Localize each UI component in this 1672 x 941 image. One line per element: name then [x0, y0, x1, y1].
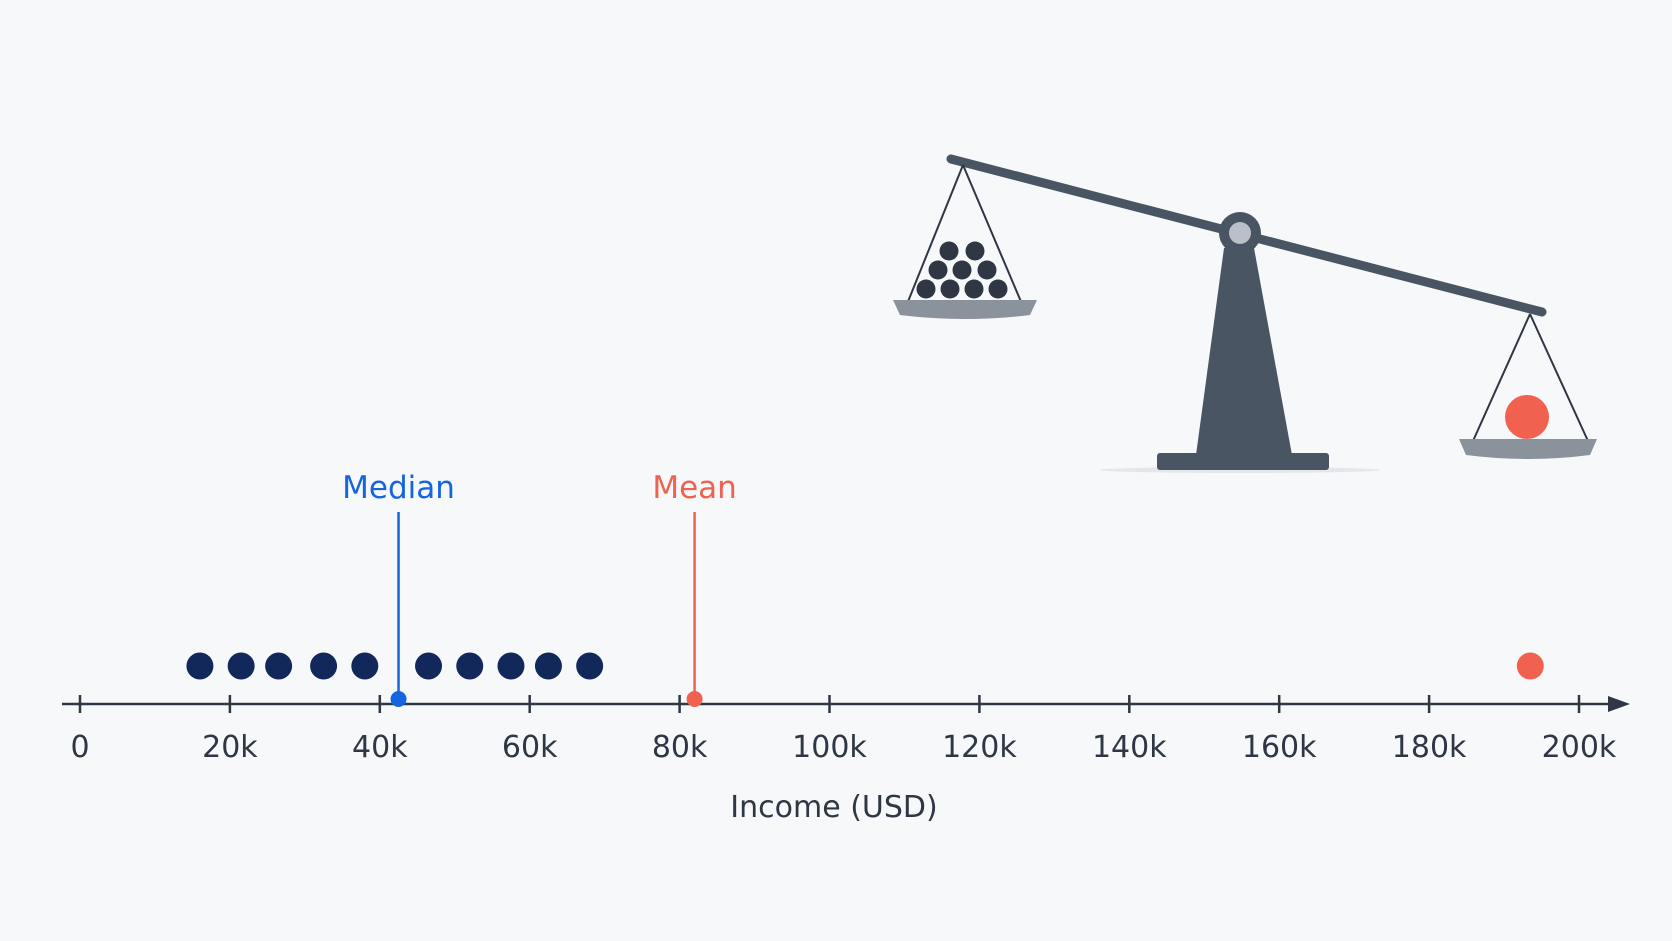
data-point — [497, 652, 525, 680]
x-axis-arrow-icon — [1608, 696, 1630, 712]
data-point — [534, 652, 562, 680]
right-pan — [1459, 313, 1597, 459]
small-weights — [916, 241, 1008, 299]
data-point — [415, 652, 443, 680]
data-points — [186, 652, 1544, 680]
x-tick-label: 40k — [352, 730, 408, 765]
data-point — [227, 652, 255, 680]
scale-post — [1196, 248, 1292, 455]
x-tick-label: 120k — [942, 730, 1017, 765]
scale-pivot-cap — [1229, 222, 1251, 244]
x-axis: 0 20k 40k 60k 80k 100k 120k 140k 160k 180k 200k — [62, 695, 1630, 765]
x-tick-label: 160k — [1242, 730, 1317, 765]
median-point — [390, 691, 407, 707]
x-tick-label: 60k — [502, 730, 558, 765]
x-tick-label: 140k — [1092, 730, 1167, 765]
data-point — [1516, 652, 1544, 680]
summary-markers: Median Mean — [342, 470, 737, 707]
x-tick-label: 20k — [202, 730, 258, 765]
median-label: Median — [342, 470, 455, 506]
data-point — [265, 652, 293, 680]
x-tick-label: 180k — [1392, 730, 1467, 765]
x-tick-label: 200k — [1542, 730, 1617, 765]
x-tick-label: 0 — [70, 730, 89, 765]
x-tick-label: 80k — [652, 730, 708, 765]
data-point — [186, 652, 214, 680]
scale-base — [1157, 453, 1329, 470]
data-point — [310, 652, 338, 680]
balance-scale-icon — [893, 154, 1597, 473]
large-weight — [1505, 395, 1549, 439]
mean-label: Mean — [652, 470, 736, 506]
data-point — [351, 652, 379, 680]
data-point — [576, 652, 604, 680]
data-point — [456, 652, 484, 680]
x-axis-title: Income (USD) — [730, 790, 937, 825]
mean-point — [686, 691, 703, 707]
x-tick-label: 100k — [792, 730, 867, 765]
right-pan-dish — [1459, 439, 1597, 459]
left-pan-dish — [893, 300, 1037, 319]
left-pan — [893, 164, 1037, 319]
